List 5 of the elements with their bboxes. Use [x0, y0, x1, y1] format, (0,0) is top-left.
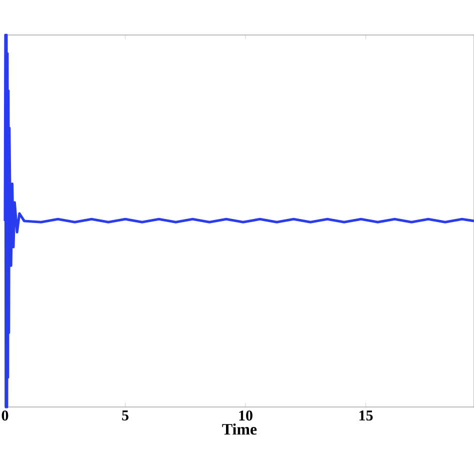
x-tick-label: 15: [360, 410, 373, 421]
x-tick-label: 10: [239, 410, 252, 421]
x-tick-label: 0: [2, 410, 8, 421]
x-axis-title: Time: [222, 423, 257, 435]
x-tick-label: 5: [122, 410, 128, 420]
